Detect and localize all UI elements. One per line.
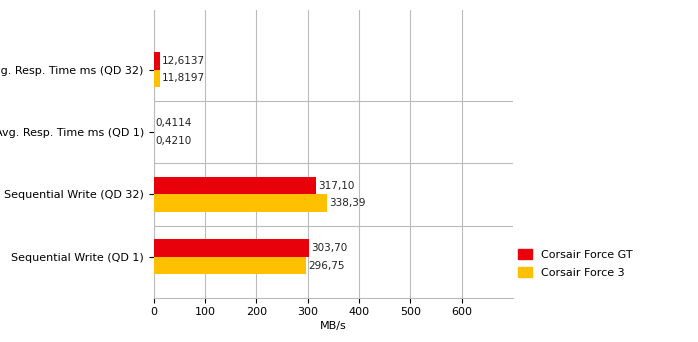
Bar <box>154 69 160 87</box>
Bar <box>154 52 160 69</box>
Text: 11,8197: 11,8197 <box>162 73 205 83</box>
Bar <box>154 257 306 274</box>
Text: 317,10: 317,10 <box>318 181 355 191</box>
X-axis label: MB/s: MB/s <box>320 321 347 331</box>
Bar <box>154 239 309 257</box>
Text: 0,4114: 0,4114 <box>156 118 192 128</box>
Text: 338,39: 338,39 <box>329 198 366 208</box>
Legend: Corsair Force GT, Corsair Force 3: Corsair Force GT, Corsair Force 3 <box>519 249 632 278</box>
Text: 296,75: 296,75 <box>308 261 344 271</box>
Text: 0,4210: 0,4210 <box>156 136 192 146</box>
Bar <box>154 177 316 195</box>
Text: 12,6137: 12,6137 <box>162 56 205 66</box>
Bar <box>154 195 327 212</box>
Text: 303,70: 303,70 <box>311 243 348 253</box>
